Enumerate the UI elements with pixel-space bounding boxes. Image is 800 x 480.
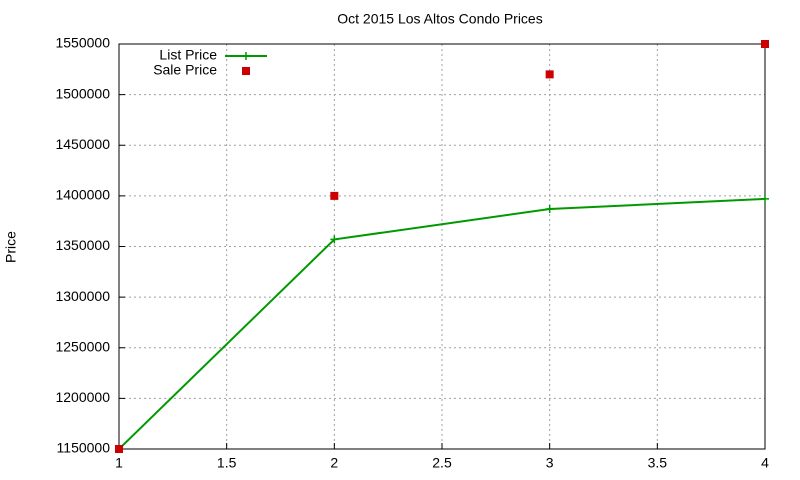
x-tick-label: 3 [546,455,554,471]
y-tick-label: 1250000 [55,338,110,354]
point [545,70,554,79]
x-tick-label: 2 [330,455,338,471]
y-tick-label: 1500000 [55,85,110,101]
x-tick-label: 1 [115,455,123,471]
legend-swatch [242,52,250,60]
point [761,194,769,203]
y-tick-label: 1150000 [57,440,111,456]
y-tick-label: 1450000 [55,136,110,152]
y-tick-label: 1400000 [55,187,110,203]
plot-frame [118,43,766,450]
legend-label: Sale Price [153,62,217,78]
legend-label: List Price [159,47,217,63]
y-tick-label: 1350000 [55,237,110,253]
point [330,191,339,200]
legend-swatch [242,67,250,75]
y-tick-label: 1550000 [55,35,110,51]
x-tick-label: 1.5 [217,455,237,471]
line [118,197,766,450]
chart-title: Oct 2015 Los Altos Condo Prices [337,11,542,27]
x-tick-label: 4 [761,455,769,471]
point [761,40,769,48]
y-tick-label: 1200000 [55,389,110,405]
y-tick-label: 1300000 [55,288,110,304]
point [545,205,554,214]
y-axis-label: Price [3,231,19,263]
x-tick-label: 3.5 [648,455,668,471]
point [330,235,339,244]
x-tick-label: 2.5 [432,455,452,471]
point [115,445,123,453]
